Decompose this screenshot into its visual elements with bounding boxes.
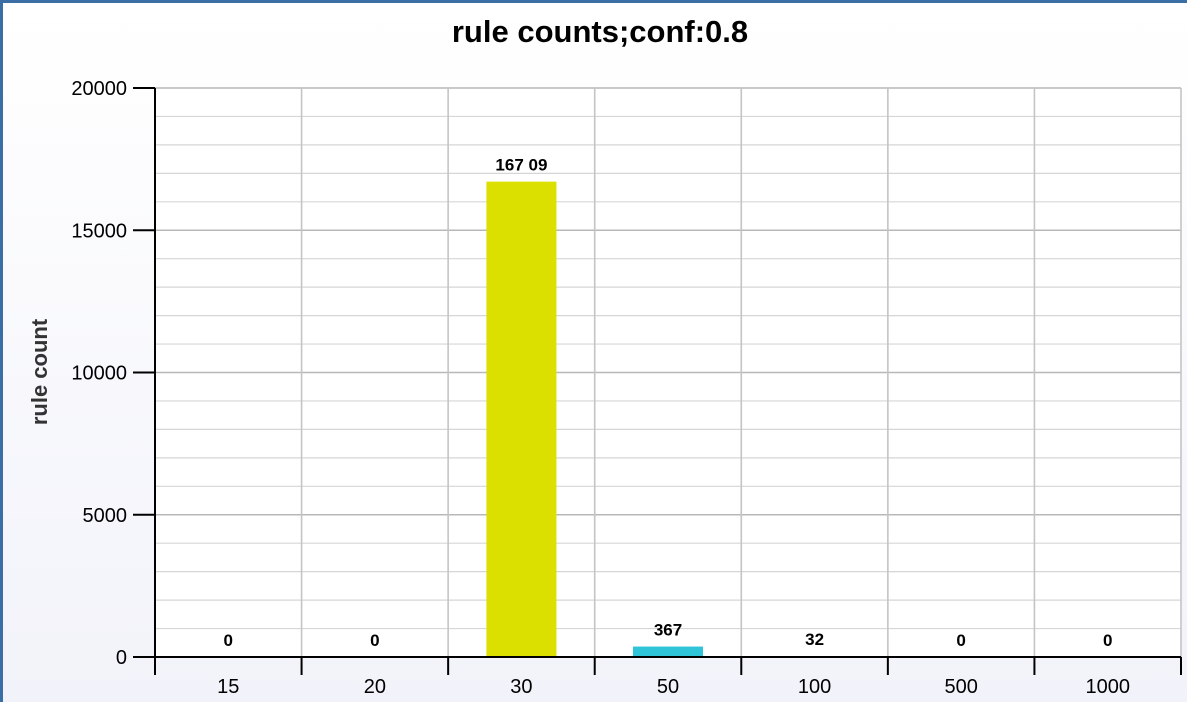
- x-tick-label: 500: [944, 676, 977, 698]
- y-tick-label: 5000: [83, 505, 128, 527]
- x-tick-label: 30: [510, 676, 532, 698]
- x-tick-label: 1000: [1085, 676, 1130, 698]
- bar: [633, 646, 703, 657]
- data-label: 167 09: [495, 156, 547, 175]
- y-tick-label: 15000: [71, 220, 127, 242]
- x-tick-label: 100: [798, 676, 831, 698]
- x-tick-label: 15: [217, 676, 239, 698]
- data-label: 0: [956, 631, 965, 650]
- data-label: 367: [654, 621, 682, 640]
- chart-title: rule counts;conf:0.8: [451, 14, 749, 49]
- x-tick-label: 50: [657, 676, 679, 698]
- y-tick-label: 20000: [71, 78, 127, 100]
- data-label: 0: [224, 631, 233, 650]
- data-label: 0: [370, 631, 379, 650]
- y-tick-label: 0: [116, 647, 127, 669]
- axes: [133, 87, 1182, 675]
- bar: [486, 181, 557, 657]
- data-label: 32: [805, 630, 824, 649]
- bars: [486, 181, 850, 657]
- grid: [155, 87, 1182, 657]
- y-tick-label: 10000: [71, 363, 127, 385]
- data-label: 0: [1103, 631, 1112, 650]
- x-tick-label: 20: [364, 676, 386, 698]
- labels: 0 0 167 09 367 32 0 0 0 5000 10000 15000 20000 15 20 3…: [71, 78, 1130, 698]
